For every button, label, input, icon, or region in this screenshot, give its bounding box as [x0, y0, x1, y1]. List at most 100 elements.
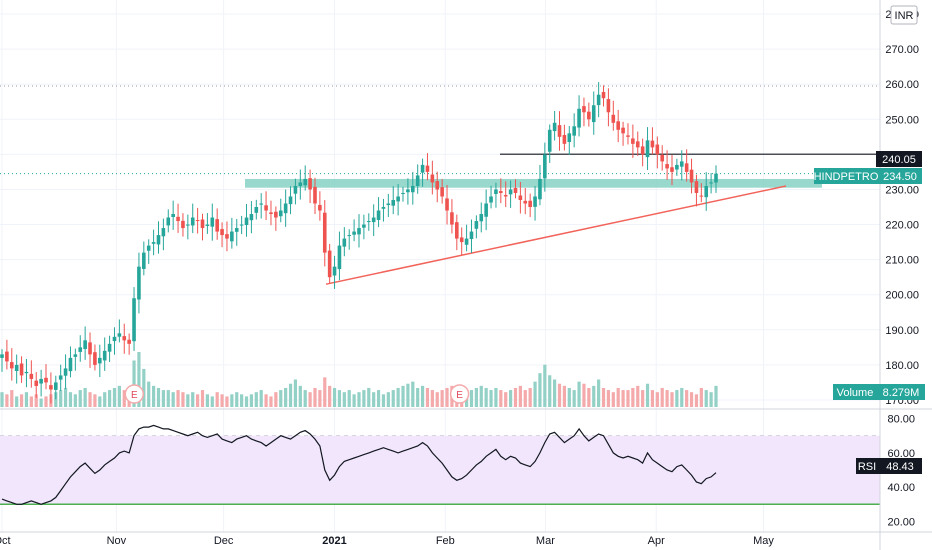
- volume-label: Volume: [837, 387, 874, 399]
- earnings-label: E: [131, 390, 138, 401]
- candle-body: [665, 164, 669, 169]
- time-tick-label: Nov: [107, 535, 127, 547]
- volume-bar: [430, 390, 434, 407]
- candle-body: [464, 238, 469, 245]
- volume-bar: [29, 396, 33, 407]
- volume-bar: [601, 387, 606, 407]
- candle-body: [318, 204, 322, 211]
- volume-bar: [10, 390, 14, 407]
- volume-bar: [469, 390, 474, 407]
- candle-body: [401, 192, 405, 194]
- volume-bar: [528, 387, 532, 407]
- candle-body: [670, 167, 674, 172]
- volume-bar: [347, 390, 351, 407]
- volume-bar: [337, 390, 342, 407]
- candle-body: [572, 126, 576, 136]
- candle-body: [391, 199, 396, 206]
- candle-body: [635, 141, 640, 148]
- candle-body: [205, 224, 210, 226]
- volume-bar: [621, 390, 625, 407]
- candle-body: [596, 94, 601, 106]
- candle-body: [166, 217, 171, 226]
- candle-body: [538, 178, 542, 200]
- candle-body: [322, 212, 327, 253]
- volume-bar: [489, 390, 493, 407]
- volume-bar: [342, 392, 346, 407]
- candle-body: [49, 385, 53, 390]
- volume-bar: [318, 390, 322, 407]
- candle-body: [518, 195, 523, 200]
- volume-bar: [518, 385, 522, 407]
- candle-body: [112, 336, 117, 342]
- price-tick-label: 210.00: [885, 255, 919, 267]
- candle-body: [195, 220, 200, 222]
- candle-body: [362, 224, 366, 228]
- volume-bar: [225, 396, 229, 407]
- volume-bar: [147, 381, 151, 407]
- volume-bar: [714, 385, 718, 407]
- volume-bar: [689, 392, 694, 407]
- candle-body: [293, 185, 298, 194]
- volume-bar: [709, 392, 713, 407]
- rsi-axis[interactable]: 80.00 60.00 40.00 20.00: [887, 414, 915, 529]
- earnings-marker: E: [124, 384, 145, 404]
- support-zone[interactable]: [245, 178, 822, 188]
- candle-body: [459, 237, 464, 243]
- candle-body: [98, 357, 102, 364]
- candle-body: [19, 363, 24, 376]
- volume-bar: [381, 394, 386, 407]
- volume-bar: [34, 394, 38, 407]
- candle-body: [577, 108, 581, 128]
- volume-bar: [592, 385, 596, 407]
- candle-body: [244, 217, 249, 226]
- time-axis[interactable]: Oct Nov Dec 2021 Feb Mar Apr May: [0, 531, 932, 547]
- candle-body: [357, 228, 361, 235]
- candle-body: [479, 214, 484, 222]
- volume-bar: [220, 394, 224, 407]
- candle-body: [714, 173, 718, 183]
- rsi-tick-label: 40.00: [887, 482, 915, 494]
- candle-body: [107, 343, 112, 352]
- volume-bar: [401, 385, 405, 407]
- volume-bar: [254, 392, 258, 407]
- candle-body: [288, 196, 293, 205]
- volume-bar: [435, 392, 439, 407]
- candle-body: [699, 195, 704, 197]
- candle-body: [591, 105, 596, 123]
- price-tick-label: 190.00: [885, 325, 919, 337]
- volume-bar: [357, 392, 361, 407]
- volume-bar: [445, 387, 449, 407]
- resistance-tag: 240.05: [876, 151, 922, 167]
- candle-body: [626, 135, 630, 137]
- volume-bar: [391, 390, 395, 407]
- candle-body: [552, 122, 557, 132]
- volume-bar: [416, 387, 420, 407]
- volume-bar: [107, 390, 112, 407]
- volume-bar: [582, 383, 586, 407]
- currency-badge[interactable]: INR: [890, 5, 918, 25]
- ascending-trendline[interactable]: [325, 185, 787, 285]
- candle-body: [200, 219, 205, 229]
- candle-body: [24, 371, 29, 374]
- volume-bar: [83, 387, 87, 407]
- volume-bar: [44, 396, 48, 407]
- volume-bar: [137, 352, 141, 407]
- candle-body: [0, 354, 4, 358]
- volume-bar: [274, 392, 278, 407]
- candlesticks: [0, 82, 718, 404]
- candle-body: [645, 140, 650, 158]
- candle-body: [303, 178, 308, 186]
- candle-body: [5, 351, 9, 362]
- candle-body: [342, 238, 347, 247]
- candle-body: [435, 181, 440, 190]
- candle-body: [308, 178, 312, 190]
- volume-tag: Volume 8.279M: [833, 384, 925, 400]
- candle-body: [278, 210, 283, 217]
- candle-body: [679, 161, 684, 167]
- volume-bar: [142, 368, 146, 407]
- volume-bar: [19, 394, 24, 407]
- volume-bar: [259, 390, 263, 407]
- candle-body: [53, 382, 58, 390]
